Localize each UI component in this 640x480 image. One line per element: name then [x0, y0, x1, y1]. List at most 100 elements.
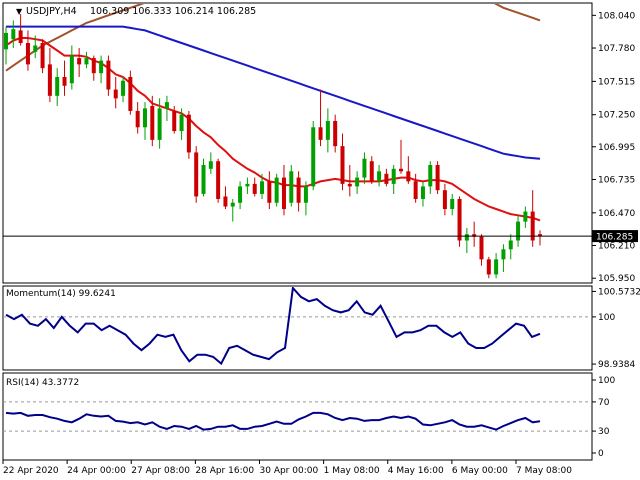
candle-bull: [4, 32, 8, 50]
x-tick-label: 27 Apr 08:00: [131, 466, 190, 476]
y-tick-label: 105.950: [598, 274, 635, 284]
candle-bear: [442, 190, 447, 210]
candle-bull: [208, 161, 213, 169]
candle-bear: [318, 127, 323, 140]
candle-bull: [164, 102, 169, 109]
x-tick-label: 24 Apr 00:00: [67, 466, 126, 476]
y-tick-label: 106.470: [598, 209, 635, 219]
candle-bear: [340, 146, 345, 184]
candle-bear: [413, 181, 418, 199]
candle-bear: [399, 168, 404, 172]
x-tick-label: 1 May 08:00: [324, 466, 380, 476]
candle-bear: [486, 259, 491, 275]
candle-bull: [501, 249, 506, 260]
candle-bear: [223, 196, 228, 207]
candle-bear: [472, 234, 477, 237]
candle-bear: [435, 165, 440, 191]
momentum-panel-frame: [2, 285, 593, 371]
candle-bull: [11, 29, 16, 40]
x-tick-label: 30 Apr 00:00: [260, 466, 319, 476]
y-tick-label: 100.5732: [598, 287, 640, 297]
candle-bull: [289, 171, 294, 203]
ohlc-readout: 106.309 106.333 106.214 106.285: [90, 6, 256, 17]
y-tick-label: 106.995: [598, 143, 635, 153]
rsi-line: [5, 411, 541, 431]
ma-slow-line: [5, 4, 541, 72]
candle-bear: [77, 58, 82, 65]
candle-bull: [325, 120, 330, 140]
candle-bull: [516, 221, 521, 241]
candle-bull: [428, 165, 433, 187]
candle-bear: [186, 114, 191, 153]
candle-bull: [274, 177, 279, 203]
momentum-line: [5, 287, 541, 366]
candle-bear: [267, 181, 272, 203]
price-panel: 108.040 107.780 107.515 107.250 106.995 106.7…: [2, 2, 638, 284]
candle-bear: [369, 161, 374, 182]
y-tick-label: 107.780: [598, 44, 635, 54]
candle-bear: [62, 76, 67, 86]
candle-bull: [179, 114, 184, 132]
time-axis: 22 Apr 2020 24 Apr 00:00 27 Apr 08:00 28 Ap…: [2, 460, 572, 476]
candle-bear: [25, 42, 30, 65]
x-tick-label: 28 Apr 16:00: [195, 466, 254, 476]
candle-bear: [150, 105, 155, 140]
y-tick-label: 107.250: [598, 111, 635, 121]
y-tick-label: 106.735: [598, 175, 635, 185]
candle-bull: [420, 186, 425, 199]
candle-bull: [464, 234, 469, 241]
candle-bull: [230, 202, 235, 207]
candle-bull: [391, 168, 396, 184]
candle-bull: [523, 211, 528, 222]
y-tick-label: 98.9384: [598, 360, 635, 370]
candle-bull: [362, 158, 367, 178]
candle-bull: [157, 108, 162, 140]
price-panel-frame: [2, 2, 593, 284]
momentum-plot: [3, 287, 592, 366]
candle-bear: [252, 183, 257, 194]
candle-bear: [40, 42, 45, 69]
y-tick-label: 30: [598, 427, 610, 437]
candle-bull: [245, 183, 250, 187]
dropdown-arrow-icon[interactable]: ▼: [16, 7, 23, 16]
candle-bear: [347, 183, 352, 187]
candle-bull: [33, 45, 38, 52]
candle-bull: [494, 259, 499, 275]
y-tick-label: 0: [598, 449, 604, 459]
y-tick-label: 100: [598, 313, 615, 323]
x-tick-label: 6 May 00:00: [452, 466, 508, 476]
momentum-title: Momentum(14) 99.6241: [6, 289, 116, 299]
candle-bear: [194, 152, 199, 197]
candle-bull: [377, 171, 382, 182]
y-tick-label: 108.040: [598, 11, 635, 21]
candle-bear: [538, 234, 542, 237]
candle-bear: [128, 76, 133, 111]
candle-bull: [311, 127, 316, 187]
y-tick-label: 106.210: [598, 242, 635, 252]
candle-bear: [333, 120, 338, 147]
candle-bear: [172, 110, 177, 132]
candle-bull: [201, 165, 206, 194]
candle-bull: [238, 186, 243, 203]
candle-bear: [135, 110, 140, 128]
candle-bull: [508, 240, 513, 250]
candle-bear: [216, 161, 221, 199]
candle-bull: [355, 177, 360, 187]
candle-bear: [106, 60, 111, 90]
candle-bull: [99, 60, 104, 74]
rsi-panel: 100 70 30 0: [2, 372, 615, 461]
y-tick-label: 107.515: [598, 77, 635, 87]
candle-bear: [530, 211, 535, 241]
y-tick-label: 100: [598, 376, 615, 386]
candle-bull: [303, 186, 308, 203]
y-tick-label: 70: [598, 398, 610, 408]
rsi-title: RSI(14) 43.3772: [6, 378, 79, 388]
candle-bear: [281, 177, 286, 210]
candle-bull: [69, 55, 74, 84]
rsi-panel-frame: [2, 372, 593, 461]
candle-bear: [457, 198, 462, 241]
current-price-tag: [592, 230, 638, 243]
symbol-label: USDJPY,H4: [26, 6, 77, 17]
current-price-label: 106.285: [596, 233, 633, 243]
